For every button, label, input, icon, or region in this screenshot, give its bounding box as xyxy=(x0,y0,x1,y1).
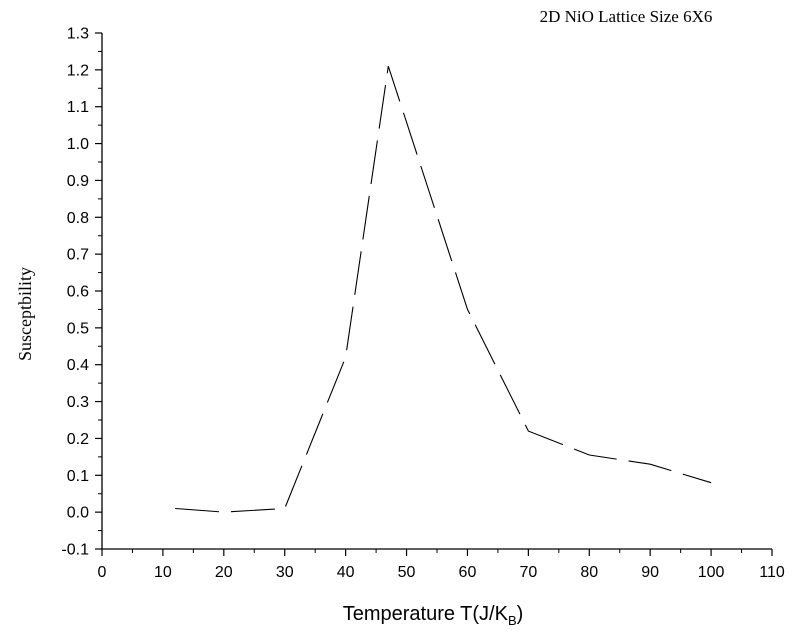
y-tick-label: -0.1 xyxy=(61,542,89,559)
y-tick-label: 0.4 xyxy=(67,357,89,374)
x-axis-title-main: Temperature T(J/K xyxy=(343,603,509,625)
y-tick-label: 0.6 xyxy=(67,284,89,301)
x-tick-label: 70 xyxy=(519,564,537,581)
x-tick-label: 80 xyxy=(580,564,598,581)
x-tick-label: 0 xyxy=(98,564,107,581)
y-tick-label: 1.3 xyxy=(67,26,89,43)
series-group xyxy=(175,66,712,513)
x-tick-label: 40 xyxy=(337,564,355,581)
y-axis-title: Susceptbility xyxy=(15,267,35,361)
x-axis-ticks: 0 10 20 30 40 50 60 70 80 90 100 110 xyxy=(98,549,785,581)
y-tick-label: 0.5 xyxy=(67,320,89,337)
x-tick-label: 10 xyxy=(154,564,172,581)
x-tick-label: 60 xyxy=(459,564,477,581)
y-tick-label: 0.9 xyxy=(67,173,89,190)
x-axis-title-close: ) xyxy=(517,603,524,625)
x-tick-label: 50 xyxy=(398,564,416,581)
y-axis-ticks: -0.1 0.0 0.1 0.2 0.3 0.4 0.5 0.6 0.7 0.8 0.9 1.0 1.1… xyxy=(61,26,102,559)
x-axis-title: Temperature T(J/KB) xyxy=(343,603,524,628)
plot-area xyxy=(101,33,772,550)
y-tick-label: 0.1 xyxy=(67,468,89,485)
x-tick-label: 20 xyxy=(215,564,233,581)
x-tick-label: 90 xyxy=(641,564,659,581)
y-tick-label: 1.2 xyxy=(67,62,89,79)
y-tick-label: 0.7 xyxy=(67,247,89,264)
y-tick-label: 0.8 xyxy=(67,210,89,227)
y-tick-label: 0.0 xyxy=(67,505,89,522)
x-tick-label: 100 xyxy=(698,564,725,581)
x-tick-label: 110 xyxy=(759,564,785,581)
y-tick-label: 0.3 xyxy=(67,394,89,411)
chart-title: 2D NiO Lattice Size 6X6 xyxy=(540,7,713,26)
y-tick-label: 1.0 xyxy=(67,136,89,153)
x-axis-title-sub: B xyxy=(508,613,517,628)
y-tick-label: 0.2 xyxy=(67,431,89,448)
x-tick-label: 30 xyxy=(276,564,294,581)
series-line xyxy=(175,66,712,513)
y-tick-label: 1.1 xyxy=(67,99,89,116)
